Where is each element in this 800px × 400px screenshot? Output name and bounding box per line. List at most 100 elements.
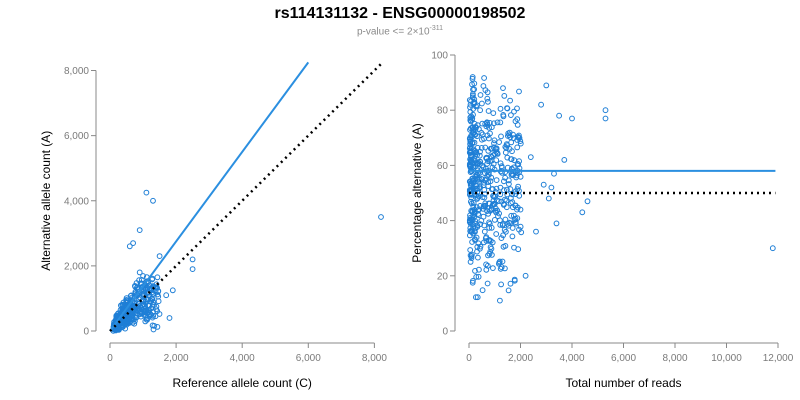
right-data-point	[505, 130, 512, 137]
right-data-point	[467, 169, 474, 176]
right-data-point	[470, 86, 476, 93]
right-data-point	[486, 225, 493, 231]
left-data-point	[150, 308, 156, 315]
left-data-point	[126, 243, 133, 250]
left-data-point	[135, 307, 142, 314]
left-x-axis-title: Reference allele count (C)	[172, 376, 311, 390]
right-data-point	[477, 107, 484, 114]
right-data-point	[472, 236, 478, 243]
right-data-point	[482, 203, 489, 209]
right-data-point	[512, 215, 519, 222]
left-data-point	[166, 315, 173, 321]
right-data-point	[481, 194, 488, 201]
right-data-point	[540, 181, 547, 188]
right-data-point	[469, 191, 475, 198]
right-data-point	[515, 133, 521, 140]
left-x-tick-label: 6,000	[296, 353, 321, 364]
right-data-point	[490, 161, 497, 167]
left-data-point	[145, 296, 152, 303]
right-data-point	[602, 115, 609, 122]
right-data-point	[473, 183, 480, 190]
right-data-point	[493, 145, 500, 152]
right-data-point	[479, 100, 485, 107]
left-data-point	[169, 287, 176, 294]
right-data-point	[484, 262, 491, 269]
right-data-point	[473, 124, 480, 131]
left-y-tick-label: 8,000	[64, 66, 89, 77]
right-data-point	[474, 102, 480, 109]
right-data-point	[468, 144, 475, 151]
right-data-point	[474, 224, 481, 230]
right-data-point	[522, 272, 529, 279]
right-x-tick-label: 4,000	[559, 353, 584, 364]
right-data-point	[467, 228, 474, 235]
right-data-point	[491, 140, 497, 147]
right-data-point	[497, 105, 504, 112]
right-data-point	[500, 221, 506, 227]
right-data-point	[490, 265, 496, 272]
right-data-point	[514, 105, 520, 112]
right-data-point	[480, 164, 487, 171]
right-data-point	[515, 246, 522, 253]
left-data-point	[138, 277, 145, 283]
left-data-point	[123, 300, 129, 306]
left-fit-line	[109, 61, 310, 332]
right-data-point	[490, 110, 497, 116]
right-data-point	[470, 92, 476, 99]
right-data-point	[467, 259, 474, 265]
right-data-point	[543, 82, 550, 89]
right-data-point	[502, 174, 509, 181]
right-data-point	[769, 245, 776, 252]
left-data-point	[130, 240, 137, 247]
right-data-point	[512, 202, 519, 209]
right-data-point	[498, 235, 505, 242]
right-data-point	[467, 215, 474, 221]
right-y-axis-title: Percentage alternative (A)	[410, 123, 424, 262]
left-data-point	[149, 296, 156, 303]
right-data-point	[471, 214, 477, 221]
right-data-point	[481, 228, 488, 235]
right-data-point	[486, 237, 493, 243]
right-data-point	[477, 92, 484, 98]
right-data-point	[491, 194, 498, 200]
right-data-point	[508, 139, 515, 146]
right-data-point	[487, 248, 494, 255]
right-data-point	[512, 118, 519, 125]
right-data-point	[486, 200, 493, 207]
right-data-point	[527, 154, 534, 161]
right-data-point	[553, 220, 560, 227]
right-data-point	[473, 274, 480, 280]
right-data-point	[515, 161, 522, 168]
right-data-point	[483, 155, 490, 162]
right-data-point	[518, 229, 525, 236]
right-data-point	[511, 108, 517, 115]
left-x-tick-label: 0	[107, 353, 113, 364]
right-data-point	[468, 207, 475, 214]
right-data-point	[488, 206, 495, 213]
left-data-point	[146, 313, 153, 320]
right-data-point	[514, 144, 521, 151]
right-y-tick-label: 80	[437, 106, 449, 117]
right-data-point	[584, 198, 591, 205]
right-y-tick-label: 0	[442, 327, 448, 338]
right-data-point	[484, 119, 490, 126]
right-data-point	[469, 115, 476, 122]
right-data-point	[508, 212, 515, 219]
right-data-point	[471, 210, 478, 217]
right-data-point	[467, 221, 474, 227]
left-data-point	[378, 214, 384, 220]
left-data-point	[136, 269, 143, 276]
right-data-point	[470, 180, 477, 187]
right-data-point	[511, 277, 518, 284]
right-data-point	[471, 80, 478, 87]
right-data-point	[482, 144, 489, 151]
right-data-point	[472, 268, 478, 274]
right-data-point	[481, 187, 488, 193]
right-data-point	[474, 248, 480, 255]
right-x-tick-label: 12,000	[763, 353, 794, 364]
right-data-point	[483, 176, 490, 183]
right-data-point	[551, 170, 557, 177]
right-data-point	[548, 184, 555, 191]
right-data-point	[468, 253, 475, 260]
